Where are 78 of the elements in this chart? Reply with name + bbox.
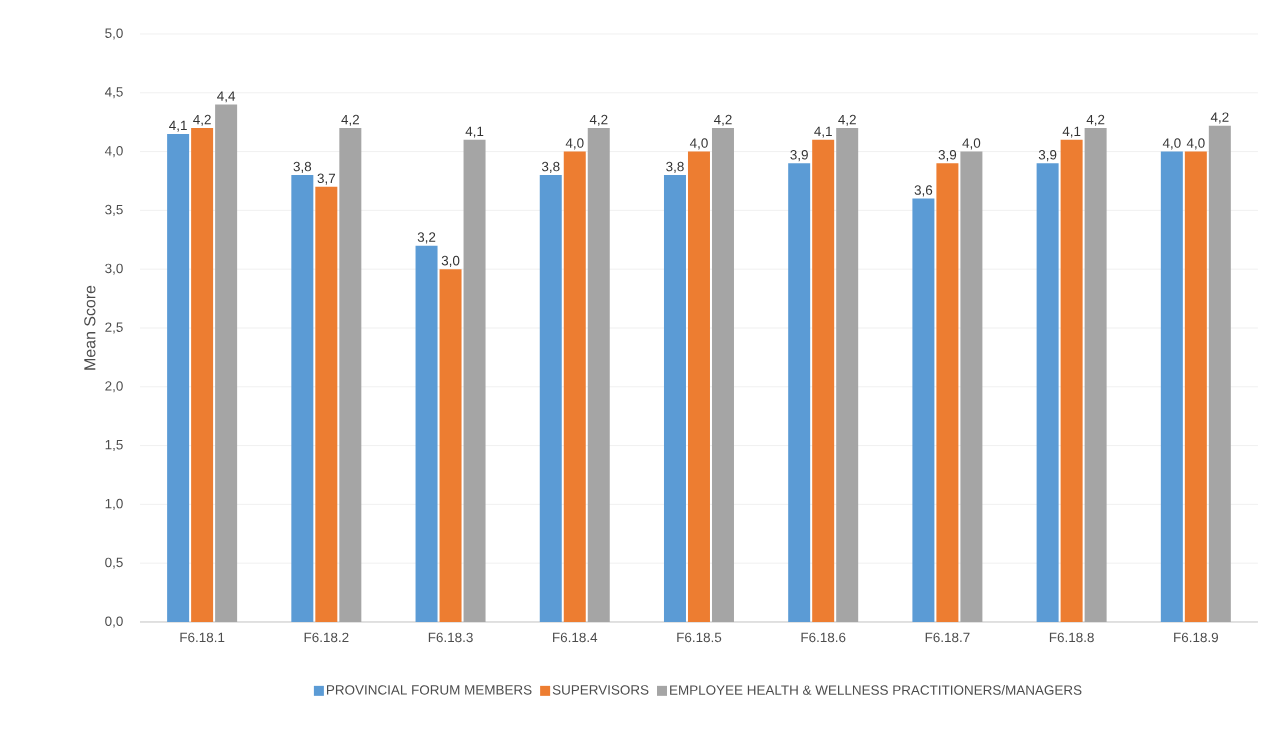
- y-axis-title: Mean Score: [84, 285, 96, 370]
- bar: [1160, 151, 1183, 622]
- bar: [960, 151, 983, 622]
- bar: [1084, 128, 1107, 622]
- x-tick-label: F6.18.2: [304, 632, 349, 643]
- data-label: 4,2: [713, 114, 732, 126]
- y-tick-label: 3,0: [105, 263, 123, 275]
- data-label: 3,7: [317, 173, 336, 185]
- data-label: 3,8: [666, 161, 684, 173]
- y-tick-label: 2,0: [105, 381, 123, 393]
- data-label: 4,2: [341, 114, 360, 126]
- bar: [836, 128, 859, 622]
- legend-label: PROVINCIAL FORUM MEMBERS: [326, 685, 532, 695]
- data-label: 3,8: [293, 161, 312, 173]
- y-tick-label: 4,0: [104, 146, 123, 158]
- bar: [711, 128, 734, 622]
- bar: [1036, 163, 1059, 622]
- bar: [1184, 151, 1207, 622]
- bar: [339, 128, 362, 622]
- bar: [563, 151, 586, 622]
- data-label: 4,1: [169, 120, 187, 132]
- bar: [439, 269, 462, 622]
- data-label: 4,2: [838, 114, 856, 126]
- bar: [291, 175, 314, 622]
- data-label: 4,2: [1210, 112, 1229, 124]
- bar: [415, 245, 438, 622]
- data-label: 4,4: [217, 91, 236, 103]
- y-tick-label: 0,0: [105, 616, 123, 628]
- y-tick-label: 1,0: [105, 498, 123, 510]
- y-tick-label: 1,5: [105, 440, 123, 452]
- data-label: 4,1: [465, 126, 484, 138]
- bar: [1060, 139, 1083, 622]
- data-label: 4,2: [193, 114, 211, 126]
- data-label: 4,0: [1162, 138, 1181, 150]
- data-label: 4,2: [589, 114, 608, 126]
- bar: [812, 139, 835, 622]
- data-label: 3,9: [790, 150, 808, 162]
- x-tick-label: F6.18.1: [180, 632, 225, 643]
- bar: [167, 133, 190, 622]
- y-tick-label: 5,0: [105, 28, 123, 40]
- bar: [912, 198, 935, 622]
- bar: [215, 104, 238, 622]
- bar: [687, 151, 710, 622]
- legend-label: EMPLOYEE HEALTH & WELLNESS PRACTITIONERS/MANAGERS: [670, 684, 1082, 695]
- data-label: 3,2: [417, 232, 436, 244]
- data-label: 3,8: [541, 161, 560, 173]
- legend-label: SUPERVISORS: [552, 685, 649, 695]
- bar: [191, 128, 214, 622]
- data-label: 4,2: [1086, 114, 1105, 126]
- bar: [539, 175, 562, 622]
- x-tick-label: F6.18.3: [428, 632, 473, 643]
- y-tick-label: 2,5: [105, 322, 123, 334]
- bar: [463, 139, 486, 622]
- y-tick-label: 0,5: [105, 557, 123, 569]
- bar: [663, 175, 686, 622]
- x-tick-label: F6.18.4: [553, 632, 598, 643]
- data-label: 3,9: [938, 150, 957, 162]
- x-tick-label: F6.18.8: [1049, 632, 1094, 643]
- data-label: 4,0: [565, 138, 584, 150]
- x-tick-label: F6.18.7: [925, 632, 970, 643]
- x-tick-label: F6.18.5: [677, 632, 722, 643]
- bar: [788, 163, 811, 622]
- x-tick-label: F6.18.6: [801, 632, 846, 643]
- data-label: 4,1: [1062, 126, 1081, 138]
- data-label: 4,0: [689, 138, 708, 150]
- y-tick-label: 3,5: [105, 204, 123, 216]
- bar: [1208, 125, 1231, 622]
- data-label: 3,0: [441, 255, 460, 267]
- data-label: 4,0: [962, 138, 981, 150]
- bar: [587, 128, 610, 622]
- bar: [936, 163, 959, 622]
- data-label: 3,9: [1038, 150, 1057, 162]
- data-label: 3,6: [914, 185, 933, 197]
- data-label: 4,0: [1186, 138, 1205, 150]
- bar: [315, 186, 338, 622]
- data-label: 4,1: [814, 126, 832, 138]
- x-tick-label: F6.18.9: [1174, 632, 1218, 643]
- y-tick-label: 4,5: [104, 87, 123, 99]
